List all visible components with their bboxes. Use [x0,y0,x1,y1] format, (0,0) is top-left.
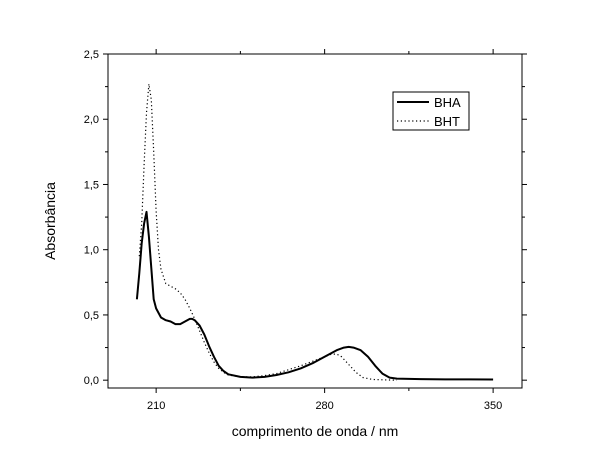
series-lines [135,83,494,381]
legend-label-bha: BHA [434,95,461,110]
series-line-bht [138,83,397,381]
x-tick-label: 210 [147,400,165,412]
y-tick-label: 0,5 [84,310,99,322]
legend-box [392,91,470,131]
y-tick-label: 0,0 [84,375,99,387]
series-line-bha [135,210,494,381]
y-axis-title: Absorbância [42,182,58,260]
plot-border [107,53,523,389]
y-tick-label: 1,0 [84,245,99,257]
x-axis-title: comprimento de onda / nm [232,423,399,439]
axis-ticks [103,49,527,393]
x-tick-labels: 210 280 350 [147,400,502,412]
y-tick-label: 2,0 [84,114,99,126]
y-tick-label: 2,5 [84,49,99,61]
legend: BHA BHT [392,91,470,131]
plot-frame [107,53,523,389]
y-tick-label: 1,5 [84,179,99,191]
x-tick-label: 350 [484,400,502,412]
legend-label-bht: BHT [434,114,460,129]
y-tick-labels: 0,0 0,5 1,0 1,5 2,0 2,5 [84,49,99,387]
x-tick-label: 280 [315,400,333,412]
